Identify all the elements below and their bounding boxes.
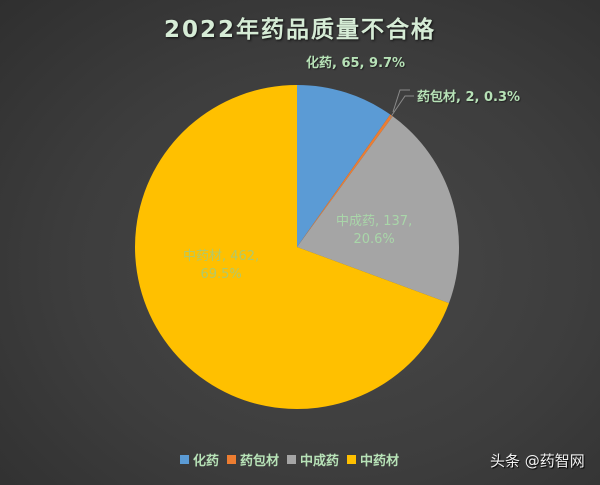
legend-label: 中药材 (360, 454, 400, 469)
label-zhongchengyao: 中成药, 137, 20.6% (336, 213, 412, 249)
label-zyc-line2: 69.5% (200, 267, 242, 282)
leader-line-baocai (389, 95, 414, 119)
legend-label: 药包材 (240, 454, 280, 469)
legend-item-baocai[interactable]: 药包材 (227, 450, 279, 469)
slice-huayao[interactable] (297, 85, 391, 247)
legend-swatch-icon (347, 455, 357, 464)
label-zhongyaocai: 中药材, 462, 69.5% (183, 248, 259, 284)
legend-swatch-icon (180, 455, 189, 464)
legend-swatch-icon (287, 455, 297, 464)
label-zcy-line2: 20.6% (353, 232, 395, 247)
label-huayao: 化药, 65, 9.7% (306, 56, 406, 71)
legend-item-huayao[interactable]: 化药 (180, 450, 219, 469)
legend-swatch-icon (227, 455, 237, 464)
label-zcy-line1: 中成药, 137, (336, 214, 413, 229)
chart-title: 2022年药品质量不合格 (163, 17, 436, 43)
slice-baocai[interactable] (297, 114, 393, 247)
legend-label: 中成药 (300, 454, 340, 469)
watermark: 头条 @药智网 (490, 452, 585, 470)
slice-zhongyaocai[interactable] (135, 85, 449, 409)
leader-line-huayao (392, 89, 410, 113)
label-zyc-line1: 中药材, 462, (183, 249, 260, 264)
legend-item-zhongyaocai[interactable]: 中药材 (347, 450, 399, 469)
slice-zhongchengyao[interactable] (297, 116, 459, 304)
label-baocai: 药包材, 2, 0.3% (417, 90, 521, 105)
legend: 化药 药包材 中成药 中药材 (180, 450, 403, 469)
legend-label: 化药 (193, 454, 220, 469)
legend-item-zhongchengyao[interactable]: 中成药 (287, 450, 339, 469)
